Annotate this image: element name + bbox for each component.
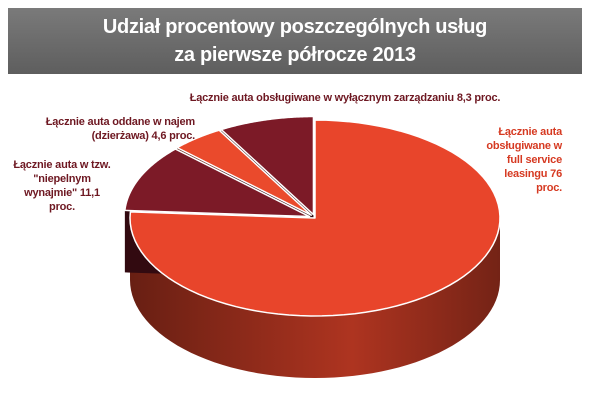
- slice: [220, 115, 315, 216]
- slice: [129, 119, 501, 317]
- category-label: Łącznie auta oddane w najem (dzierżawa): [45, 116, 195, 142]
- slice-label: Łącznie auta obsługiwane w wyłącznym zar…: [135, 91, 555, 105]
- slice-label: Łącznie auta oddane w najem (dzierżawa) …: [10, 115, 195, 143]
- category-label: Łącznie auta obsługiwane w full service …: [486, 126, 562, 180]
- category-label: Łącznie auta obsługiwane w wyłącznym zar…: [189, 92, 454, 104]
- chart-title: za pierwsze półrocze 2013: [174, 44, 416, 66]
- category-label: Łącznie auta w tzw. "niepelnym wynajmie": [13, 159, 111, 199]
- value-label: 11,1 proc.: [49, 187, 100, 213]
- slice: [124, 148, 311, 218]
- slice-side: [130, 218, 500, 378]
- value-label: 4,6 proc.: [151, 130, 196, 142]
- chart-title: Udział procentowy poszczególnych usług: [102, 16, 488, 38]
- slice: [176, 129, 313, 216]
- title-bar: Udział procentowy poszczególnych usług z…: [8, 8, 582, 74]
- slice-label: Łącznie auta obsługiwane w full service …: [480, 125, 562, 195]
- value-label: 8,3 proc.: [456, 92, 501, 104]
- value-label: 76 proc.: [536, 168, 562, 194]
- slice-label: Łącznie auta w tzw. "niepelnym wynajmie"…: [12, 158, 112, 214]
